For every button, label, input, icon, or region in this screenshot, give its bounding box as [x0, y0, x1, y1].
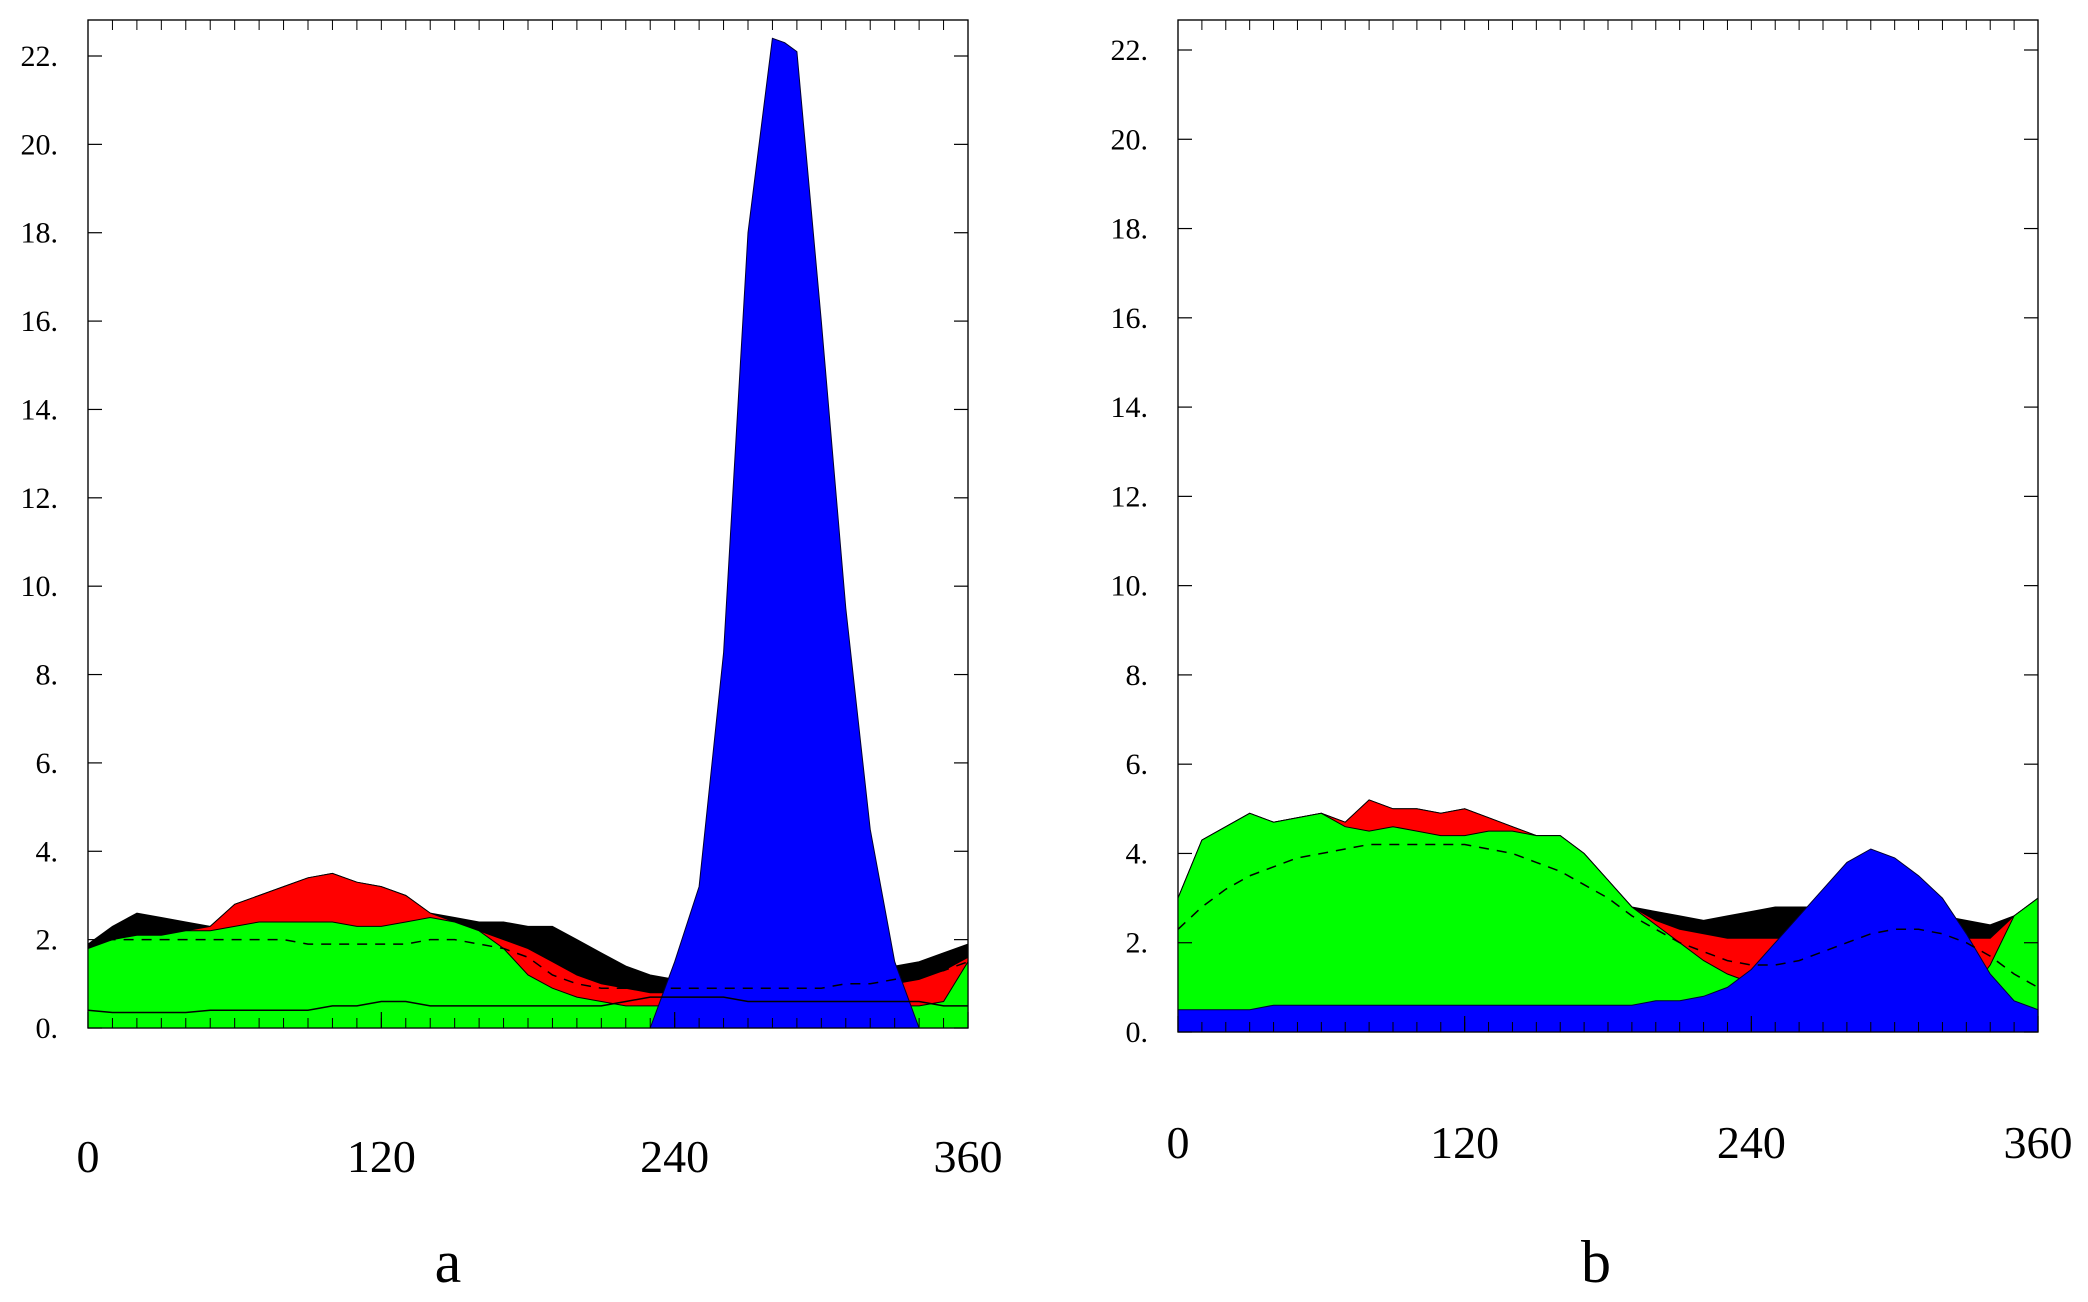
area-series-3 — [1177, 848, 2039, 1033]
y-tick-label: 2. — [1126, 927, 1149, 960]
x-tick-label: 120 — [347, 1131, 416, 1182]
y-tick-label: 10. — [21, 570, 59, 603]
solid-line — [87, 996, 968, 1014]
y-tick-label: 14. — [1111, 391, 1149, 424]
y-tick-label: 18. — [1111, 213, 1149, 246]
panel-b: 0 120 240 360 0. 2. 4. 6. 8. 10. 12. 14. 16. 18. 20. 22… — [1111, 19, 2073, 1295]
y-tick-label: 4. — [1126, 837, 1149, 870]
y-tick-label: 2. — [36, 924, 59, 957]
x-tick-label: 120 — [1430, 1117, 1499, 1168]
y-tick-label: 22. — [21, 40, 59, 73]
y-tick-label: 8. — [36, 659, 59, 692]
y-tick-label: 20. — [21, 128, 59, 161]
dashed-line — [87, 938, 969, 989]
y-tick-label: 20. — [1111, 123, 1149, 156]
y-tick-label: 6. — [36, 747, 59, 780]
y-tick-label: 6. — [1126, 748, 1149, 781]
y-tick-label: 10. — [1111, 570, 1149, 603]
y-tick-label: 4. — [36, 835, 59, 868]
y-tick-label: 8. — [1126, 659, 1149, 692]
y-tick-label: 12. — [21, 482, 59, 515]
x-tick-label: 240 — [1717, 1117, 1786, 1168]
y-tick-label: 14. — [21, 393, 59, 426]
y-tick-label: 22. — [1111, 34, 1149, 67]
y-tick-label: 0. — [36, 1012, 59, 1045]
panel-label: a — [435, 1229, 462, 1295]
panel-a: 0 120 240 360 0. 2. 4. 6. 8. 10. 12. 14. 16. 18. 20. 22… — [21, 19, 1003, 1295]
y-tick-label: 16. — [21, 305, 59, 338]
y-tick-label: 0. — [1126, 1016, 1149, 1049]
dashed-line — [1177, 843, 2039, 989]
x-tick-label: 0 — [1167, 1117, 1190, 1168]
y-tick-label: 12. — [1111, 480, 1149, 513]
y-tick-label: 16. — [1111, 302, 1149, 335]
x-tick-label: 360 — [934, 1131, 1003, 1182]
panel-label: b — [1581, 1229, 1611, 1295]
x-tick-label: 0 — [77, 1131, 100, 1182]
y-tick-label: 18. — [21, 217, 59, 250]
x-tick-label: 360 — [2004, 1117, 2073, 1168]
x-tick-label: 240 — [640, 1131, 709, 1182]
